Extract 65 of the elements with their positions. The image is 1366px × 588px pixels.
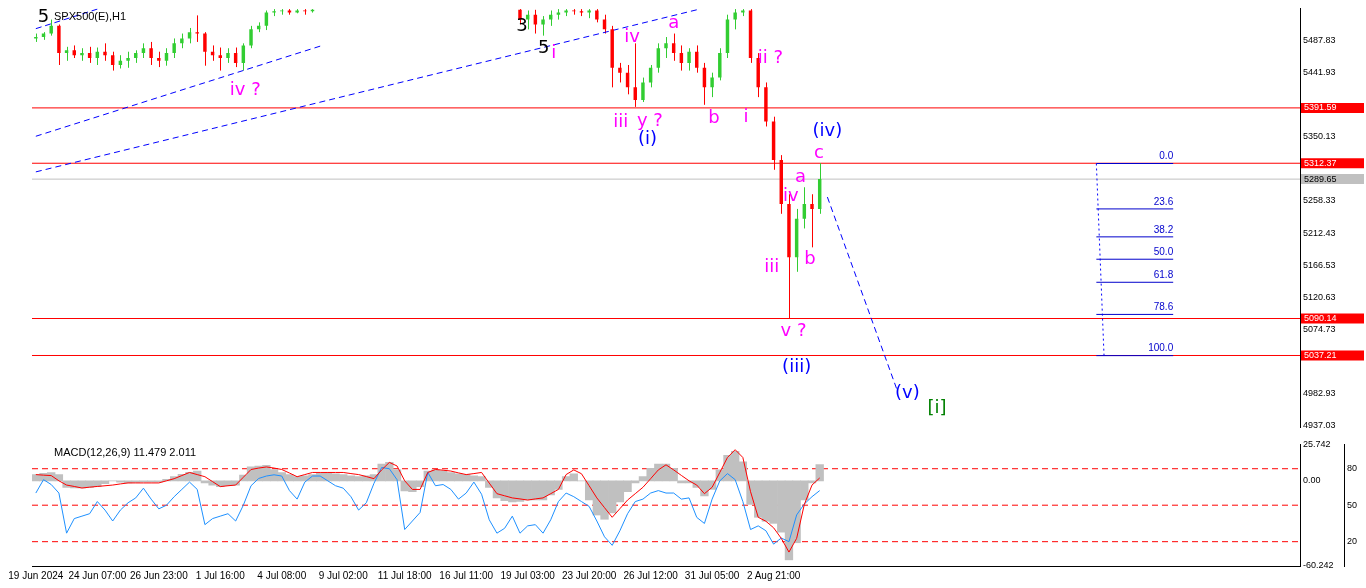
series-label: 100.0	[1148, 342, 1174, 354]
y-tick-label: 5487.83	[1303, 35, 1336, 46]
y-tick-label: -60.242	[1303, 560, 1334, 571]
y-tick-label: 0.00	[1303, 475, 1321, 486]
series-label: 78.6	[1153, 301, 1174, 313]
annotation: a	[668, 11, 680, 33]
series-label: 61.8	[1153, 269, 1174, 281]
series-label: 0.0	[1159, 150, 1174, 162]
series-label: 23.6	[1153, 195, 1174, 207]
ref-line-label: 5037.21	[1304, 349, 1337, 360]
ref-line-label: 5391.59	[1304, 102, 1337, 113]
annotation: iii	[764, 254, 780, 276]
x-tick-label: 19 Jun 2024	[8, 569, 64, 581]
series-label: 38.2	[1153, 223, 1174, 235]
annotation: (iii)	[782, 355, 812, 377]
chart-title: MACD(12,26,9) 11.479 2.011	[54, 445, 197, 458]
x-tick-label: 16 Jul 11:00	[439, 569, 494, 581]
annotation: i	[551, 40, 557, 62]
y-tick-label: 4982.93	[1303, 387, 1336, 398]
annotation: b	[804, 246, 816, 268]
annotation: (iv)	[812, 119, 843, 141]
annotation: iv	[624, 25, 641, 47]
y2-tick-label: 50	[1347, 499, 1358, 510]
annotation: y ?	[636, 109, 663, 131]
y-tick-label: 5166.53	[1303, 259, 1336, 270]
y-tick-label: 5074.73	[1303, 323, 1336, 334]
x-tick-label: 19 Jul 03:00	[500, 569, 556, 581]
annotation: c	[813, 141, 824, 163]
annotation: [i]	[927, 395, 947, 417]
ref-line-label: 5289.65	[1304, 173, 1337, 184]
annotation: iv	[783, 184, 800, 206]
ref-line-label: 5312.37	[1304, 157, 1337, 168]
x-tick-label: 24 Jun 07:00	[68, 569, 127, 581]
x-tick-label: 26 Jun 23:00	[129, 569, 189, 581]
annotation: v ?	[780, 318, 807, 340]
y-tick-label: 4937.03	[1303, 419, 1336, 430]
x-tick-label: 31 Jul 05:00	[684, 569, 740, 581]
chart-title: SPX500(E),H1	[54, 9, 127, 22]
x-tick-label: 23 Jul 20:00	[561, 569, 617, 581]
y-tick-label: 25.742	[1303, 438, 1331, 449]
y-tick-label: 5212.43	[1303, 227, 1336, 238]
x-tick-label: 11 Jul 18:00	[377, 569, 433, 581]
x-tick-label: 4 Jul 08:00	[257, 569, 307, 581]
annotation: 3	[516, 13, 528, 35]
y-tick-label: 5258.33	[1303, 195, 1336, 206]
annotation: a	[794, 165, 806, 187]
annotation: ii ?	[757, 45, 784, 67]
ref-line-label: 5090.14	[1304, 312, 1337, 323]
y-tick-label: 5350.13	[1303, 131, 1336, 142]
annotation: 5	[538, 35, 550, 57]
annotation: b	[708, 106, 720, 128]
y2-tick-label: 20	[1347, 536, 1358, 547]
x-tick-label: 2 Aug 21:00	[746, 569, 801, 581]
series-label: 50.0	[1153, 245, 1174, 257]
annotation: i	[743, 105, 749, 127]
y-tick-label: 5441.93	[1303, 67, 1336, 78]
annotation: 5	[37, 5, 50, 27]
x-tick-label: 9 Jul 02:00	[318, 569, 369, 581]
y-tick-label: 5120.63	[1303, 291, 1336, 302]
x-tick-label: 1 Jul 16:00	[195, 569, 246, 581]
x-tick-label: 26 Jul 12:00	[623, 569, 679, 581]
annotation: iii	[613, 109, 629, 131]
annotation: iv ?	[229, 77, 261, 99]
annotation: (v)	[894, 381, 920, 403]
y2-tick-label: 80	[1347, 463, 1358, 474]
